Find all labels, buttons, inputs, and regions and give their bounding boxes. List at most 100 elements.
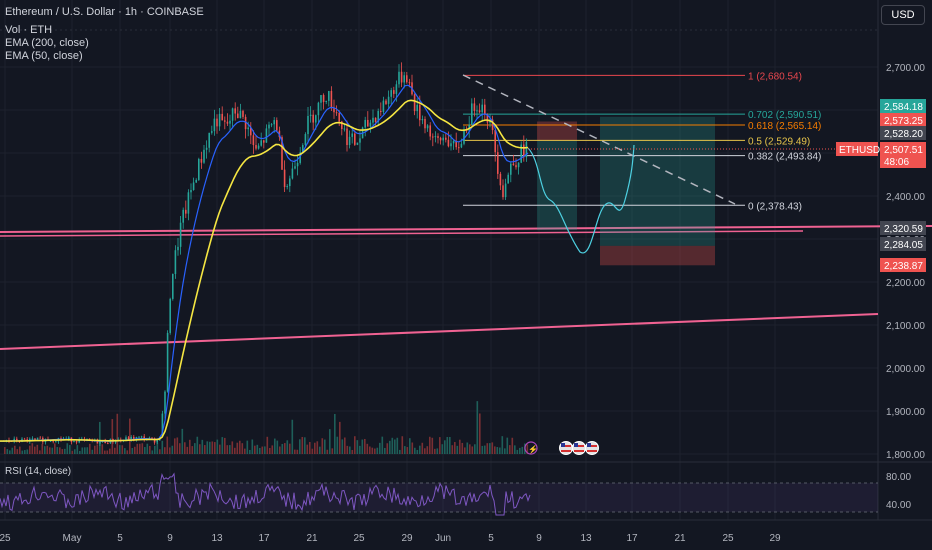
volume-bar bbox=[74, 449, 76, 454]
candle-body bbox=[408, 82, 411, 84]
time-tick-label: 9 bbox=[167, 533, 173, 544]
candle-body bbox=[442, 137, 444, 141]
time-tick-label: 25 bbox=[353, 533, 365, 544]
volume-bar bbox=[291, 419, 294, 454]
volume-bar bbox=[504, 448, 506, 454]
volume-bar bbox=[246, 440, 249, 454]
volume-bar bbox=[406, 447, 409, 454]
candle-body bbox=[174, 250, 177, 274]
candle-body bbox=[356, 142, 359, 145]
candle-body bbox=[68, 437, 70, 439]
fib-level-label: 0 (2,378.43) bbox=[748, 201, 802, 212]
candle-body bbox=[250, 127, 252, 136]
volume-bar bbox=[519, 447, 521, 454]
volume-bar bbox=[174, 438, 176, 454]
volume-bar bbox=[451, 445, 454, 454]
candle-body bbox=[328, 90, 330, 101]
fib-level-label: 0.618 (2,565.14) bbox=[748, 121, 821, 132]
candle-body bbox=[497, 152, 499, 174]
volume-bar bbox=[231, 441, 234, 454]
volume-bar bbox=[369, 446, 371, 454]
volume-bar bbox=[436, 448, 439, 454]
volume-bar bbox=[296, 449, 299, 454]
volume-bar bbox=[86, 447, 89, 454]
volume-bar bbox=[464, 447, 466, 454]
volume-bar bbox=[416, 449, 419, 454]
time-tick-label: 5 bbox=[488, 533, 494, 544]
lightning-event-icon: ⚡ bbox=[528, 444, 538, 454]
volume-bar bbox=[259, 447, 261, 454]
candle-body bbox=[229, 120, 231, 124]
volume-bar bbox=[306, 444, 309, 454]
volume-bar bbox=[479, 413, 481, 454]
price-badge bbox=[880, 258, 926, 272]
volume-bar bbox=[446, 436, 449, 454]
candle-body bbox=[486, 114, 489, 123]
volume-bar bbox=[444, 440, 446, 454]
candle-body bbox=[450, 143, 452, 147]
candle-body bbox=[432, 136, 434, 138]
volume-bar bbox=[114, 447, 116, 454]
candle-body bbox=[135, 437, 138, 440]
candle-body bbox=[281, 137, 283, 170]
volume-bar bbox=[484, 445, 486, 454]
time-tick-label: 9 bbox=[536, 533, 542, 544]
candle-body bbox=[507, 174, 509, 184]
symbol-tag-label: ETHUSD bbox=[839, 145, 880, 156]
volume-bar bbox=[441, 444, 444, 454]
candle-body bbox=[343, 128, 346, 130]
volume-bar bbox=[494, 446, 496, 454]
candle-body bbox=[39, 437, 41, 439]
volume-bar bbox=[196, 436, 199, 454]
volume-bar bbox=[126, 450, 129, 454]
volume-bar bbox=[221, 437, 224, 454]
candle-body bbox=[520, 144, 522, 163]
volume-bar bbox=[219, 444, 221, 454]
candle-body bbox=[294, 166, 296, 169]
volume-bar bbox=[404, 446, 406, 454]
volume-bar bbox=[471, 446, 474, 454]
candle-body bbox=[380, 111, 382, 113]
volume-bar bbox=[289, 443, 291, 454]
volume-bar bbox=[171, 445, 174, 454]
candle-body bbox=[127, 437, 130, 441]
candle-body bbox=[289, 178, 291, 187]
candle-body bbox=[437, 136, 439, 138]
candle-body bbox=[387, 96, 390, 104]
price-badge-label: 48:06 bbox=[884, 157, 909, 168]
candle-body bbox=[198, 158, 200, 180]
volume-bar bbox=[396, 437, 399, 454]
volume-bar bbox=[361, 439, 364, 454]
candle-body bbox=[291, 168, 294, 179]
volume-bar bbox=[94, 445, 96, 454]
currency-button[interactable]: USD bbox=[881, 5, 925, 25]
volume-bar bbox=[156, 442, 159, 454]
time-tick-label: 29 bbox=[769, 533, 781, 544]
volume-bar bbox=[179, 443, 181, 454]
candle-body bbox=[224, 120, 226, 122]
volume-bar bbox=[251, 439, 254, 454]
candle-body bbox=[400, 71, 403, 83]
volume-bar bbox=[161, 440, 164, 454]
target-zone bbox=[537, 140, 577, 231]
candle-body bbox=[504, 183, 507, 198]
volume-bar bbox=[459, 439, 461, 454]
volume-bar bbox=[386, 443, 389, 454]
candle-body bbox=[234, 108, 236, 114]
candle-body bbox=[78, 439, 80, 443]
price-badge-label: 2,284.05 bbox=[884, 240, 923, 251]
rsi-line bbox=[0, 472, 531, 516]
target-zone bbox=[600, 116, 715, 246]
time-tick-label: 25 bbox=[722, 533, 734, 544]
volume-indicator-label: Vol · ETH bbox=[5, 24, 53, 36]
fib-level-label: 0.382 (2,493.84) bbox=[748, 152, 821, 163]
candle-body bbox=[377, 111, 379, 122]
volume-bar bbox=[351, 449, 354, 454]
us-flag-event-icon bbox=[574, 443, 578, 447]
candle-body bbox=[190, 189, 192, 193]
volume-bar bbox=[326, 449, 329, 454]
candle-body bbox=[374, 117, 377, 122]
price-badge bbox=[880, 237, 926, 251]
price-tick-label: 1,800.00 bbox=[886, 450, 925, 461]
